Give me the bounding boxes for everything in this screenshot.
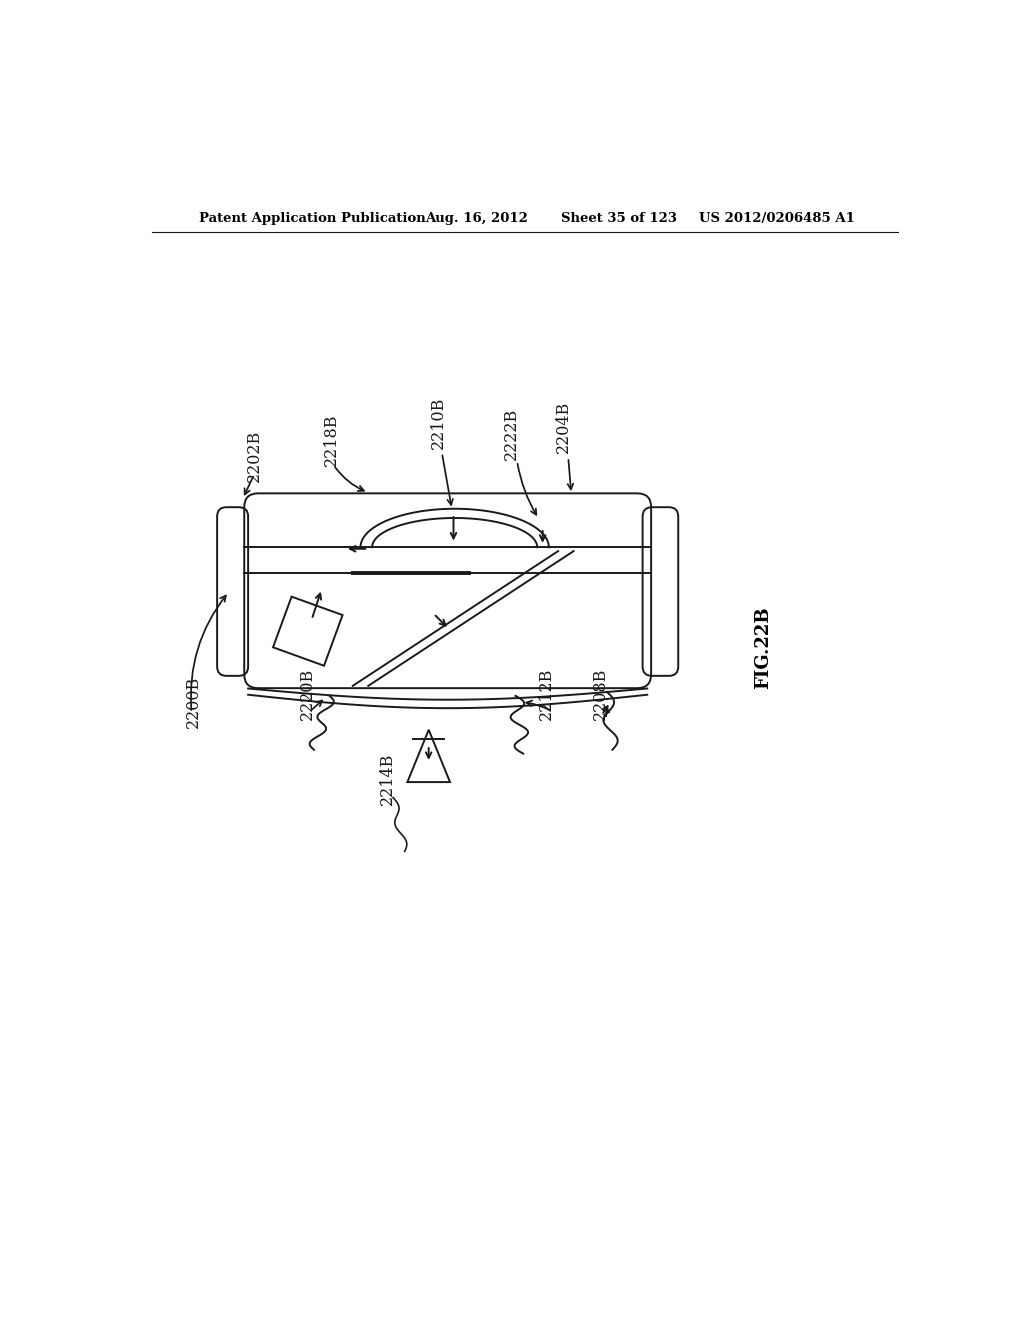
Text: 2220B: 2220B [299,668,316,721]
Text: Patent Application Publication: Patent Application Publication [200,213,426,224]
Text: 2200B: 2200B [185,676,203,729]
Text: 2218B: 2218B [323,414,340,466]
Text: 2210B: 2210B [429,397,446,449]
Text: 2222B: 2222B [503,408,520,461]
Text: Sheet 35 of 123: Sheet 35 of 123 [560,213,677,224]
Text: Aug. 16, 2012: Aug. 16, 2012 [426,213,528,224]
Text: 2204B: 2204B [555,401,572,453]
Text: 2212B: 2212B [538,668,555,721]
Text: 2208B: 2208B [592,668,609,721]
Text: 2214B: 2214B [379,752,396,805]
Text: FIG.22B: FIG.22B [755,606,772,689]
Text: US 2012/0206485 A1: US 2012/0206485 A1 [699,213,855,224]
Text: 2202B: 2202B [246,429,263,482]
